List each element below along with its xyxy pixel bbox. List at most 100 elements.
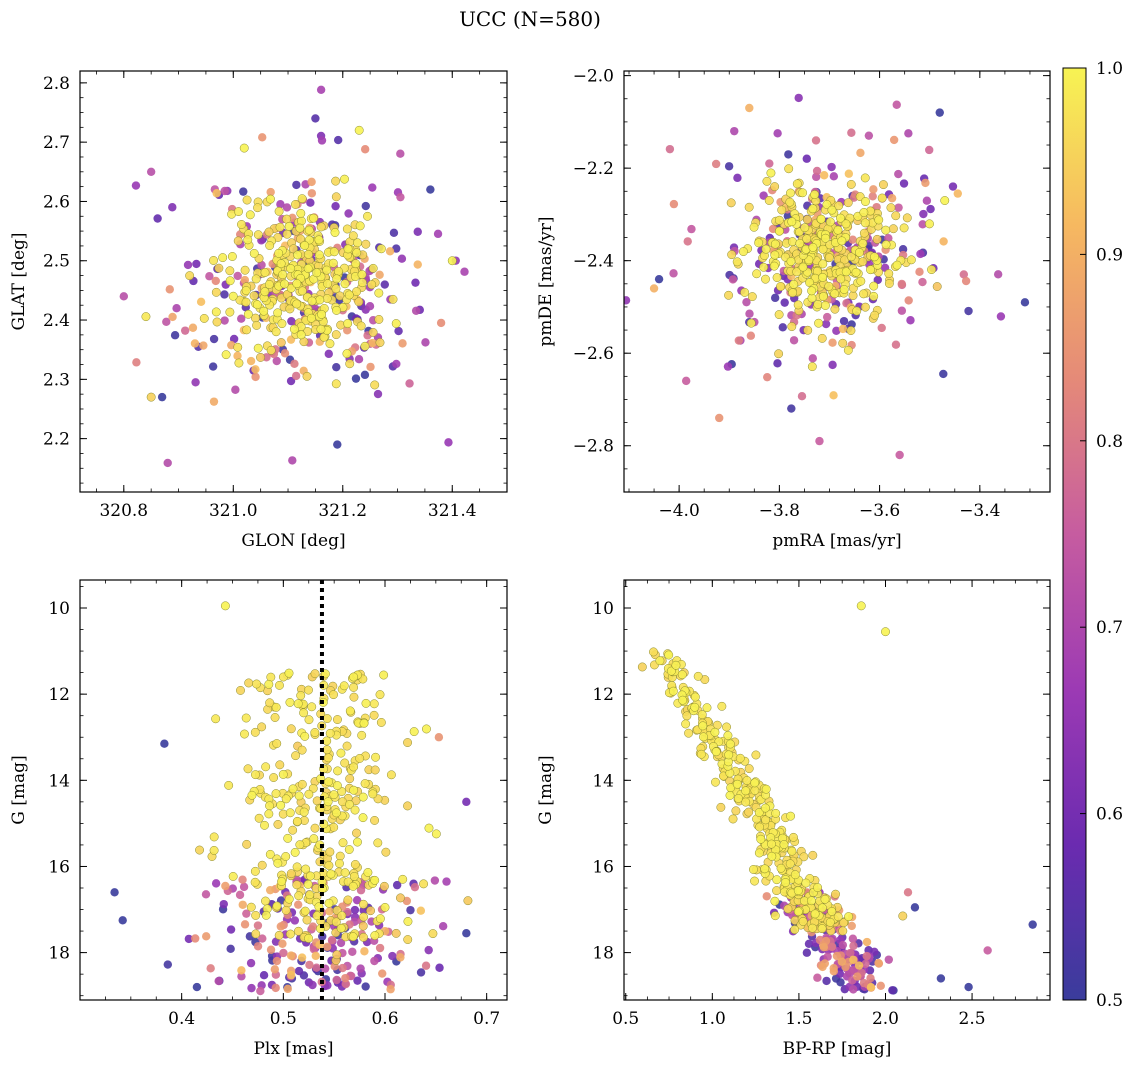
data-point [861,959,870,969]
data-point [671,660,681,670]
data-point [375,943,385,953]
data-point [299,807,309,817]
x-tick-label: 1.0 [699,1009,726,1029]
data-point [251,929,261,939]
data-point [926,204,935,214]
data-point [333,266,343,276]
data-point [303,879,313,889]
data-point [211,879,221,888]
data-point [359,912,369,922]
data-point [922,196,932,205]
data-point [802,154,811,163]
data-point [727,250,737,260]
data-point [902,213,912,223]
data-point [891,340,901,349]
data-point [856,276,866,286]
data-point [828,360,837,370]
data-point [756,834,766,844]
data-point [280,349,290,358]
y-tick-label: 12 [592,685,614,705]
data-point [849,985,858,994]
data-point [205,272,214,281]
data-point [233,271,242,281]
data-point [236,685,245,695]
data-point [131,181,141,190]
data-point [358,899,368,909]
data-point [744,764,754,774]
data-point [881,627,890,637]
data-point [302,371,312,381]
data-point [740,287,750,297]
x-tick-label: 0.6 [371,1009,398,1029]
data-point [317,136,327,145]
data-point [750,786,760,795]
data-point [221,350,231,360]
data-point [841,267,851,277]
y-tick-label: 14 [592,771,614,791]
data-point [932,282,942,291]
data-point [761,244,771,254]
data-point [331,192,341,202]
data-point [838,940,848,950]
data-point [859,289,868,299]
data-point [827,205,837,215]
data-point [683,237,692,246]
data-point [411,306,421,315]
data-point [237,966,246,975]
data-point [983,946,992,955]
data-point [851,267,861,277]
data-point [773,359,782,368]
data-point [276,338,286,348]
data-point [728,814,738,824]
data-point [192,259,201,269]
data-point [888,986,897,995]
data-point [874,215,884,225]
data-point [838,338,848,348]
data-point [352,248,362,258]
data-point [728,275,738,284]
data-point [226,944,235,954]
data-point [304,225,314,235]
data-point [328,258,338,268]
data-point [734,336,744,345]
data-point [637,662,647,672]
data-point [308,980,317,990]
data-point [300,906,310,916]
data-point [251,274,261,284]
data-point [895,450,904,460]
data-point [343,244,353,254]
data-point [323,279,333,289]
data-point [271,983,280,993]
data-point [184,934,194,944]
data-point [274,248,284,258]
data-point [874,958,883,968]
data-point [793,300,803,310]
data-point [297,286,307,296]
data-point [730,126,739,136]
data-point [816,214,826,224]
data-point [773,129,782,138]
data-point [304,789,314,799]
data-point [110,888,119,897]
data-point [849,955,858,964]
data-point [841,219,851,229]
data-point [272,739,282,749]
data-point [220,290,229,299]
data-point [278,939,287,948]
data-point [371,752,381,762]
data-point [196,297,206,307]
data-point [830,304,840,314]
data-point [297,745,307,755]
data-point [754,808,764,817]
data-point [463,896,473,906]
data-point [697,710,707,720]
data-point [311,951,320,961]
data-point [261,896,270,906]
data-point [243,309,253,319]
data-point [462,929,471,938]
data-point [266,945,276,954]
data-point [323,797,333,807]
data-point [209,832,219,842]
data-point [295,840,305,850]
data-point [201,890,211,899]
